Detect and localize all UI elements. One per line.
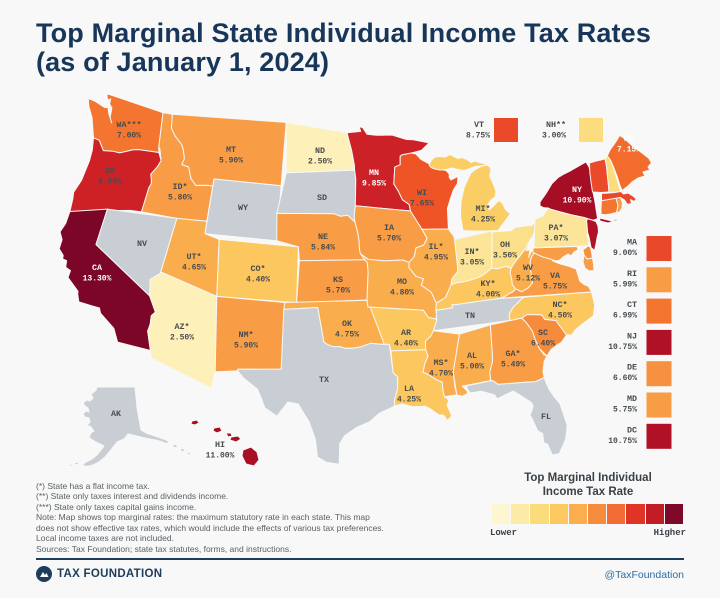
- svg-text:10.75%: 10.75%: [608, 343, 637, 352]
- svg-text:CO*: CO*: [250, 264, 265, 274]
- svg-text:7.00%: 7.00%: [117, 132, 141, 141]
- svg-text:6.40%: 6.40%: [531, 340, 555, 349]
- svg-text:5.84%: 5.84%: [311, 244, 335, 253]
- svg-text:FL: FL: [541, 412, 551, 422]
- svg-text:NH**: NH**: [546, 120, 566, 130]
- svg-text:ND: ND: [315, 146, 325, 156]
- svg-text:TN: TN: [465, 311, 475, 321]
- svg-text:IN*: IN*: [464, 247, 479, 257]
- svg-text:5.70%: 5.70%: [326, 287, 350, 296]
- svg-text:OR: OR: [105, 166, 116, 176]
- svg-text:5.90%: 5.90%: [234, 342, 258, 351]
- svg-text:5.75%: 5.75%: [613, 406, 637, 415]
- svg-text:4.25%: 4.25%: [471, 216, 495, 225]
- svg-text:3.00%: 3.00%: [542, 132, 566, 141]
- svg-text:NJ: NJ: [627, 331, 637, 341]
- svg-text:5.99%: 5.99%: [613, 280, 637, 289]
- svg-text:13.30%: 13.30%: [83, 275, 112, 284]
- svg-text:ME: ME: [624, 134, 634, 144]
- svg-text:SD: SD: [317, 193, 327, 203]
- svg-text:IA: IA: [384, 223, 395, 233]
- svg-text:NV: NV: [137, 239, 148, 249]
- svg-text:4.40%: 4.40%: [246, 276, 270, 285]
- svg-text:4.70%: 4.70%: [429, 370, 453, 379]
- svg-text:5.90%: 5.90%: [219, 157, 243, 166]
- svg-text:MO: MO: [397, 277, 407, 287]
- svg-text:MD: MD: [627, 394, 637, 404]
- svg-text:NE: NE: [318, 232, 328, 242]
- svg-text:MI*: MI*: [475, 204, 490, 214]
- svg-text:3.50%: 3.50%: [493, 252, 517, 261]
- svg-text:KS: KS: [333, 275, 343, 285]
- svg-text:CA: CA: [92, 263, 103, 273]
- svg-text:3.05%: 3.05%: [460, 259, 484, 268]
- svg-text:MS*: MS*: [433, 358, 448, 368]
- svg-text:LA: LA: [404, 384, 415, 394]
- svg-text:3.07%: 3.07%: [544, 235, 568, 244]
- svg-text:4.65%: 4.65%: [182, 264, 206, 273]
- svg-text:4.95%: 4.95%: [424, 254, 448, 263]
- svg-text:NY: NY: [572, 185, 583, 195]
- svg-text:MA: MA: [627, 238, 638, 248]
- svg-text:4.50%: 4.50%: [548, 312, 572, 321]
- svg-text:HI: HI: [215, 440, 225, 450]
- svg-text:11.00%: 11.00%: [206, 452, 235, 461]
- svg-text:MN: MN: [369, 168, 379, 178]
- svg-text:5.49%: 5.49%: [501, 361, 525, 370]
- svg-text:4.25%: 4.25%: [397, 396, 421, 405]
- svg-text:WY: WY: [238, 203, 249, 213]
- svg-text:VA: VA: [550, 271, 561, 281]
- svg-text:OH: OH: [500, 240, 510, 250]
- svg-text:PA*: PA*: [548, 223, 563, 233]
- svg-text:NC*: NC*: [552, 300, 567, 310]
- svg-text:2.50%: 2.50%: [308, 158, 332, 167]
- svg-text:GA*: GA*: [505, 349, 520, 359]
- svg-text:5.70%: 5.70%: [377, 235, 401, 244]
- svg-text:DC: DC: [627, 425, 637, 435]
- svg-text:6.60%: 6.60%: [613, 374, 637, 383]
- svg-text:WV: WV: [523, 263, 534, 273]
- svg-text:6.99%: 6.99%: [613, 312, 637, 321]
- svg-text:4.40%: 4.40%: [394, 340, 418, 349]
- svg-text:VT: VT: [474, 120, 484, 130]
- svg-text:TX: TX: [319, 375, 330, 385]
- svg-text:ID*: ID*: [172, 182, 187, 192]
- svg-text:AR: AR: [401, 328, 412, 338]
- svg-text:4.75%: 4.75%: [335, 331, 359, 340]
- svg-text:MT: MT: [226, 145, 236, 155]
- svg-text:10.90%: 10.90%: [563, 197, 592, 206]
- svg-text:WI: WI: [417, 188, 427, 198]
- svg-text:WA***: WA***: [116, 120, 141, 130]
- svg-text:AK: AK: [111, 409, 122, 419]
- svg-text:KY*: KY*: [480, 279, 495, 289]
- svg-text:4.80%: 4.80%: [390, 289, 414, 298]
- svg-text:CT: CT: [627, 300, 637, 310]
- svg-text:2.50%: 2.50%: [170, 334, 194, 343]
- svg-text:8.75%: 8.75%: [466, 132, 490, 141]
- svg-text:DE: DE: [627, 363, 637, 373]
- svg-text:5.12%: 5.12%: [516, 275, 540, 284]
- svg-text:UT*: UT*: [186, 252, 201, 262]
- svg-text:AZ*: AZ*: [174, 322, 189, 332]
- svg-text:IL*: IL*: [428, 242, 443, 252]
- svg-text:NM*: NM*: [238, 330, 253, 340]
- svg-text:5.00%: 5.00%: [460, 363, 484, 372]
- svg-text:SC: SC: [538, 328, 548, 338]
- svg-text:9.85%: 9.85%: [362, 180, 386, 189]
- svg-text:9.90%: 9.90%: [98, 178, 122, 187]
- svg-text:4.00%: 4.00%: [476, 291, 500, 300]
- svg-text:AL: AL: [467, 351, 477, 361]
- svg-text:OK: OK: [342, 319, 353, 329]
- svg-text:7.65%: 7.65%: [410, 200, 434, 209]
- svg-text:7.15%: 7.15%: [617, 146, 641, 155]
- svg-text:10.75%: 10.75%: [608, 437, 637, 446]
- svg-text:9.00%: 9.00%: [613, 249, 637, 258]
- svg-text:RI: RI: [627, 269, 637, 279]
- svg-text:5.75%: 5.75%: [543, 283, 567, 292]
- svg-text:5.80%: 5.80%: [168, 194, 192, 203]
